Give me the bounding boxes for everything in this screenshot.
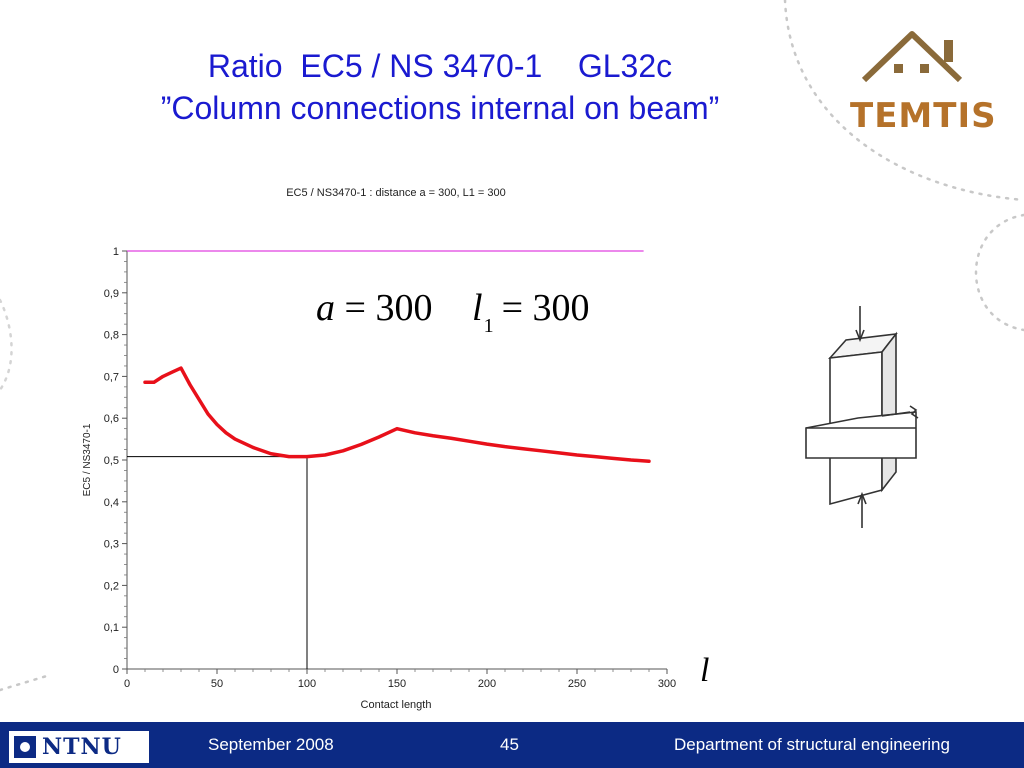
y-axis-label: EC5 / NS3470-1 (82, 423, 93, 496)
x-tick-label: 0 (124, 678, 130, 690)
x-tick-label: 300 (658, 678, 676, 690)
formula-l1-equals: = (501, 287, 523, 329)
formula-a-equals: = (344, 287, 366, 329)
ratio-chart: EC5 / NS3470-1 : distance a = 300, L1 = … (50, 172, 744, 722)
contact-length-symbol: l (700, 652, 710, 689)
y-tick-label: 0,4 (104, 497, 119, 509)
y-tick-label: 0,7 (104, 371, 119, 383)
formula-a-variable: a (316, 287, 335, 329)
formula-l1-value: 300 (532, 287, 590, 329)
formula-a-value: 300 (375, 287, 433, 329)
footer-bar: NTNU September 2008 45 Department of str… (0, 722, 1024, 768)
formula-l1: l1 = 300 (472, 286, 590, 337)
ntnu-logo: NTNU (8, 730, 150, 764)
ratio-curve-series (143, 366, 651, 464)
slide-title-line2: ”Column connections internal on beam” (160, 90, 720, 126)
footer-page-number: 45 (500, 735, 519, 754)
ntnu-logo-square-icon (14, 736, 36, 758)
footer-department: Department of structural engineering (674, 735, 950, 754)
y-tick-label: 0,5 (104, 455, 119, 467)
y-tick-label: 0,6 (104, 413, 119, 425)
y-tick-label: 0,3 (104, 539, 119, 551)
temtis-logo-text: TEMTIS (850, 96, 997, 136)
x-tick-label: 100 (298, 678, 316, 690)
y-tick-label: 0,9 (104, 288, 119, 300)
temtis-house-logo-icon (861, 31, 963, 92)
formula-l1-variable: l (472, 287, 483, 329)
column-beam-connection-sketch (805, 306, 919, 528)
slide-title-line1: Ratio EC5 / NS 3470-1 GL32c (207, 48, 673, 84)
y-tick-label: 0,1 (104, 622, 119, 634)
y-tick-label: 0,8 (104, 330, 119, 342)
chart-title: EC5 / NS3470-1 : distance a = 300, L1 = … (286, 187, 506, 199)
y-tick-label: 1 (113, 246, 119, 258)
x-axis-label: Contact length (361, 699, 432, 711)
y-tick-label: 0,2 (104, 580, 119, 592)
ntnu-logo-text: NTNU (42, 734, 122, 760)
footer-date: September 2008 (208, 735, 334, 754)
x-tick-label: 200 (478, 678, 496, 690)
x-tick-label: 50 (211, 678, 223, 690)
x-tick-label: 150 (388, 678, 406, 690)
x-tick-label: 250 (568, 678, 586, 690)
y-tick-label: 0 (113, 664, 119, 676)
formula-distance-a: a = 300 (316, 286, 432, 330)
formula-l1-subscript: 1 (483, 315, 494, 337)
